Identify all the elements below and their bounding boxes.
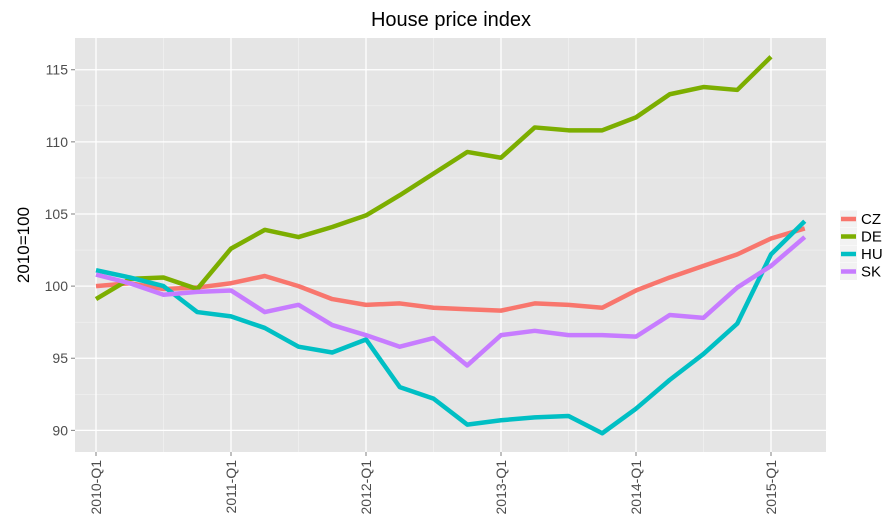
series-line-sk — [95, 235, 807, 368]
y-tick-label: 105 — [45, 206, 69, 222]
y-axis: 90 95 100 105 110 115 — [45, 62, 75, 438]
x-axis: 2010-Q1 2011-Q1 2012-Q1 2013-Q1 2014-Q1 2015-… — [88, 452, 779, 514]
plot-panel — [75, 38, 826, 452]
x-tick-label: 2010-Q1 — [88, 460, 104, 515]
x-tick-label: 2013-Q1 — [493, 460, 509, 515]
grid-minor — [75, 38, 826, 452]
series-line-cz — [95, 226, 806, 313]
x-tick-label: 2012-Q1 — [358, 460, 374, 515]
y-tick-label: 110 — [46, 134, 69, 150]
x-tick-label: 2011-Q1 — [223, 460, 239, 514]
y-tick-label: 100 — [45, 278, 69, 294]
y-axis-label: 2010=100 — [14, 207, 33, 283]
x-tick-label: 2015-Q1 — [763, 460, 779, 515]
legend-label-sk: SK — [861, 264, 881, 281]
series-lines — [94, 55, 807, 436]
chart-title: House price index — [371, 9, 531, 31]
y-tick-label: 90 — [52, 422, 68, 438]
legend-label-cz: CZ — [861, 211, 881, 228]
series-line-hu — [95, 219, 807, 436]
legend-label-hu: HU — [861, 246, 883, 263]
series-line-de — [94, 55, 773, 302]
x-tick-label: 2014-Q1 — [628, 460, 644, 515]
y-tick-label: 115 — [46, 62, 69, 78]
legend-label-de: DE — [861, 229, 882, 246]
grid-major — [75, 38, 826, 452]
y-tick-label: 95 — [52, 350, 68, 366]
